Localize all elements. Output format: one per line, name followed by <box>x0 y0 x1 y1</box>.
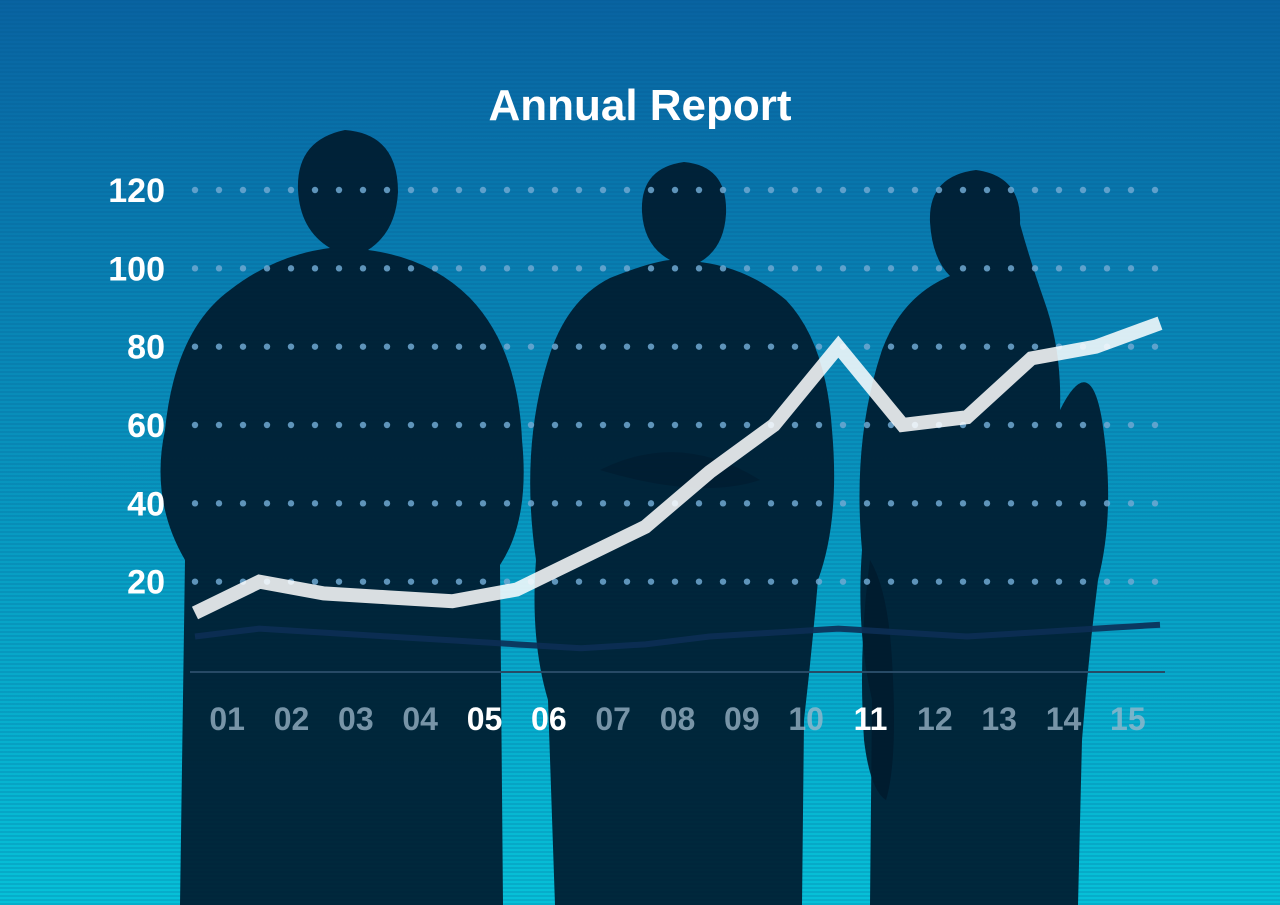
y-axis-label: 100 <box>108 250 165 288</box>
y-axis-label: 120 <box>108 172 165 210</box>
line-chart: Annual Report 120 100 80 60 40 20 01 02 03 04 05 06 0… <box>0 0 1280 905</box>
x-axis-label: 04 <box>402 701 438 737</box>
x-axis-label: 15 <box>1110 701 1146 737</box>
chart-title: Annual Report <box>488 81 791 130</box>
x-axis-label: 06 <box>531 701 567 737</box>
x-axis-label: 07 <box>595 701 631 737</box>
y-axis-label: 80 <box>127 329 165 367</box>
x-axis-label: 03 <box>338 701 374 737</box>
series-secondary <box>195 625 1160 649</box>
annual-report-chart: Annual Report 120 100 80 60 40 20 01 02 03 04 05 06 0… <box>0 0 1280 905</box>
x-axis-label: 10 <box>788 701 824 737</box>
gridline <box>192 422 1158 428</box>
y-axis-label: 60 <box>127 407 165 445</box>
x-axis-label: 09 <box>724 701 760 737</box>
x-axis-label: 08 <box>660 701 696 737</box>
x-axis-label: 13 <box>981 701 1017 737</box>
y-axis-label: 20 <box>127 564 165 602</box>
x-axis-label: 05 <box>467 701 503 737</box>
x-axis-label: 11 <box>854 701 888 737</box>
gridline <box>192 265 1158 271</box>
y-axis-label: 40 <box>127 485 165 523</box>
x-axis-label: 12 <box>917 701 953 737</box>
x-axis-label: 02 <box>274 701 310 737</box>
gridline <box>192 343 1158 349</box>
x-axis-label: 14 <box>1046 701 1082 737</box>
gridline <box>192 187 1158 193</box>
gridline <box>192 578 1158 584</box>
series-main <box>195 323 1160 613</box>
x-axis-label: 01 <box>209 701 245 737</box>
